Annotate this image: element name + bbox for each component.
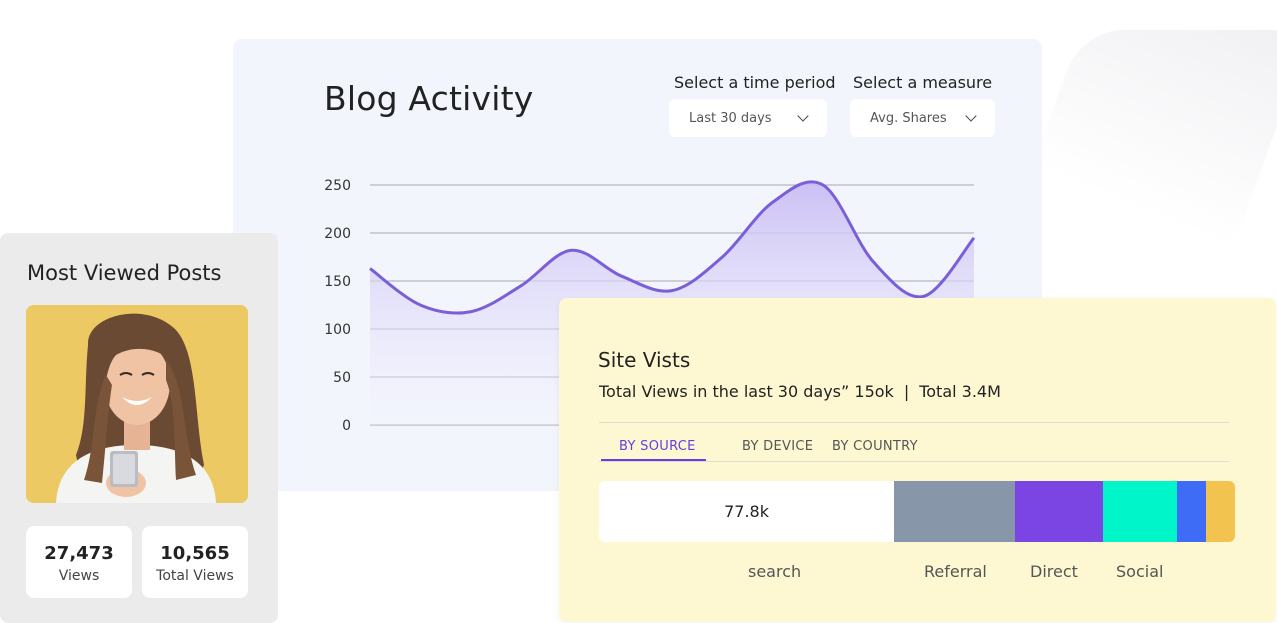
time-period-select[interactable]: Last 30 days: [669, 99, 827, 137]
site-visits-subtitle: Total Views in the last 30 days” 15ok | To…: [599, 382, 1001, 401]
time-period-label: Select a time period: [674, 73, 836, 92]
most-viewed-posts-card: Most Viewed Posts: [0, 233, 278, 623]
chart-series-line: [369, 180, 976, 315]
subtitle-separator: |: [903, 382, 910, 401]
tab-by-source[interactable]: BY SOURCE: [619, 439, 696, 454]
source-segment-search[interactable]: 77.8k: [599, 481, 895, 542]
total-views-summary: Total 3.4M: [919, 382, 1001, 401]
y-tick-label: 0: [342, 418, 351, 434]
measure-value: Avg. Shares: [870, 110, 947, 126]
tab-by-country[interactable]: BY COUNTRY: [832, 439, 918, 454]
traffic-source-bar: 77.8k: [599, 481, 1235, 542]
source-segment-social[interactable]: [1103, 481, 1178, 542]
source-label-direct: Direct: [1030, 562, 1078, 581]
total-views-value: 10,565: [160, 543, 230, 564]
chart-y-axis: 250 200 150 100 50 0: [324, 178, 351, 434]
site-visits-title: Site Vists: [598, 348, 691, 372]
active-tab-indicator: [601, 459, 706, 461]
views-last-30-days: Total Views in the last 30 days” 15ok: [599, 382, 894, 401]
source-segment-referral[interactable]: [894, 481, 1015, 542]
post-thumbnail-image[interactable]: [26, 305, 248, 503]
views-value: 27,473: [44, 543, 114, 564]
site-visits-card: Site Vists Total Views in the last 30 da…: [559, 298, 1276, 622]
views-stat: 27,473 Views: [26, 526, 132, 598]
y-tick-label: 250: [324, 178, 351, 194]
y-tick-label: 150: [324, 274, 351, 290]
woman-with-phone-illustration: [26, 305, 248, 503]
source-segment-direct[interactable]: [1014, 481, 1104, 542]
source-segment-other-1[interactable]: [1177, 481, 1206, 542]
search-visits-value: 77.8k: [724, 502, 769, 521]
measure-select[interactable]: Avg. Shares: [850, 99, 995, 137]
total-views-label: Total Views: [156, 568, 234, 584]
y-tick-label: 100: [324, 322, 351, 338]
tab-by-device[interactable]: BY DEVICE: [742, 439, 814, 454]
source-label-social: Social: [1116, 562, 1164, 581]
measure-label: Select a measure: [853, 73, 993, 92]
y-tick-label: 200: [324, 226, 351, 242]
divider: [599, 461, 1229, 462]
y-tick-label: 50: [333, 370, 351, 386]
source-label-search: search: [748, 562, 802, 581]
source-label-referral: Referral: [924, 562, 987, 581]
total-views-stat: 10,565 Total Views: [142, 526, 248, 598]
most-viewed-posts-title: Most Viewed Posts: [27, 261, 222, 285]
divider: [599, 422, 1229, 423]
time-period-value: Last 30 days: [689, 110, 772, 126]
source-segment-other-2[interactable]: [1205, 481, 1235, 542]
blog-activity-title: Blog Activity: [324, 79, 534, 118]
views-label: Views: [58, 568, 100, 584]
